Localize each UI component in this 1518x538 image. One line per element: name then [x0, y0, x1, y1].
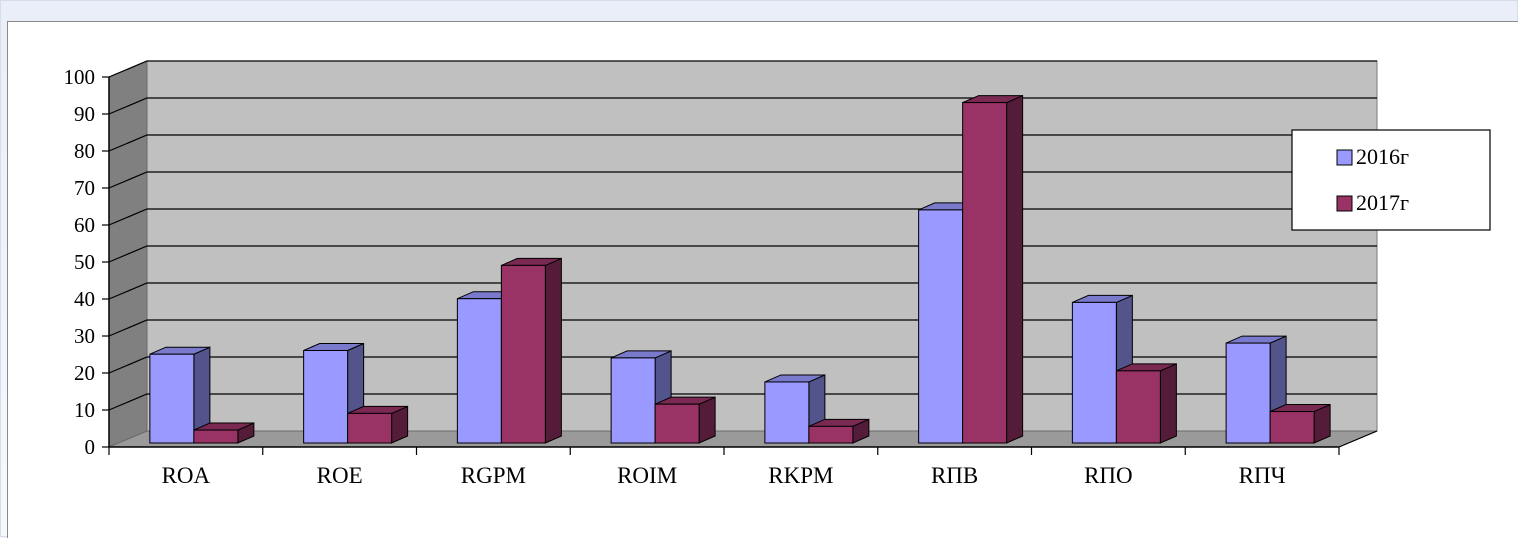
y-tick-label: 0 — [85, 435, 96, 459]
x-tick-label: RGPM — [461, 463, 526, 488]
bar — [149, 353, 195, 444]
gridline — [108, 60, 1377, 78]
bar — [1071, 301, 1117, 444]
bar — [347, 412, 393, 444]
legend-label: 2016г — [1356, 144, 1409, 169]
y-tick-label: 50 — [74, 250, 95, 274]
x-tick-label: ROIM — [617, 463, 677, 488]
x-tick-label: RПЧ — [1239, 463, 1286, 488]
y-tick-label: 70 — [74, 176, 95, 200]
legend-label: 2017г — [1356, 190, 1409, 215]
bar — [303, 350, 349, 444]
y-tick-label: 10 — [74, 398, 95, 422]
bar — [193, 429, 239, 444]
legend — [1291, 129, 1491, 231]
bar-side — [698, 396, 716, 444]
bar-side — [544, 257, 562, 444]
bar-side — [1006, 94, 1024, 444]
bar — [808, 425, 854, 444]
y-tick-label: 40 — [74, 287, 95, 311]
y-tick-label: 20 — [74, 361, 95, 385]
floor-edge — [1338, 430, 1378, 448]
bar — [654, 403, 700, 444]
bar — [764, 381, 810, 444]
bar — [918, 209, 964, 444]
y-tick-label: 100 — [64, 65, 96, 89]
bar-side — [1159, 363, 1177, 444]
bar — [1115, 370, 1161, 444]
bar — [962, 102, 1008, 444]
y-tick-label: 90 — [74, 102, 95, 126]
x-tick-label: RKPM — [768, 463, 833, 488]
bar — [1225, 342, 1271, 444]
x-tick-label: RПВ — [931, 463, 978, 488]
floor — [108, 430, 1378, 448]
y-tick-label: 30 — [74, 324, 95, 348]
bar — [500, 264, 546, 444]
x-tick-label: ROE — [317, 463, 363, 488]
legend-swatch — [1336, 195, 1353, 212]
y-tick-label: 60 — [74, 213, 95, 237]
bar — [1269, 411, 1315, 444]
x-tick-label: RПО — [1084, 463, 1133, 488]
x-tick-label: ROA — [162, 463, 211, 488]
legend-swatch — [1336, 149, 1353, 166]
bar — [610, 357, 656, 444]
gridline — [108, 97, 1377, 115]
y-tick-label: 80 — [74, 139, 95, 163]
bar — [456, 298, 502, 444]
